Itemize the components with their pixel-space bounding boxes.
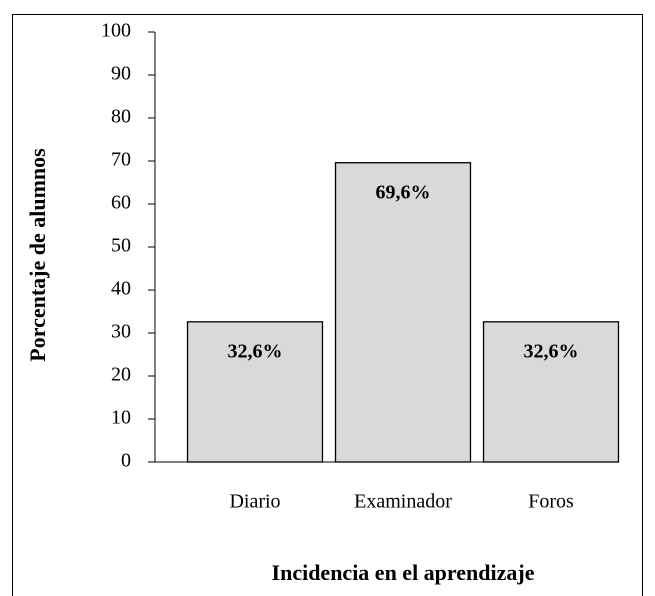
y-tick-label: 100 [101, 20, 131, 42]
x-axis-title: Incidencia en el aprendizaje [272, 560, 535, 585]
bar [334, 162, 472, 463]
y-tick-label: 10 [111, 407, 131, 429]
y-tick-label: 40 [111, 278, 131, 300]
y-tick-label: 80 [111, 106, 131, 128]
y-tick-label: 0 [121, 450, 131, 472]
bar [186, 321, 324, 463]
y-axis-title: Porcentaje de alumnos [25, 148, 50, 362]
chart-frame [12, 14, 643, 596]
y-tick-label: 90 [111, 63, 131, 85]
x-tick-label: Examinador [354, 491, 452, 513]
y-tick-label: 50 [111, 235, 131, 257]
y-tick-label: 20 [111, 364, 131, 386]
value-label: 32,6% [228, 340, 283, 362]
y-tick-label: 30 [111, 321, 131, 343]
value-label: 69,6% [376, 181, 431, 203]
y-tick-label: 60 [111, 192, 131, 214]
value-label: 32,6% [524, 340, 579, 362]
x-tick-label: Diario [229, 491, 280, 513]
x-tick-label: Foros [528, 491, 574, 513]
bar [482, 321, 620, 463]
y-tick-label: 70 [111, 149, 131, 171]
